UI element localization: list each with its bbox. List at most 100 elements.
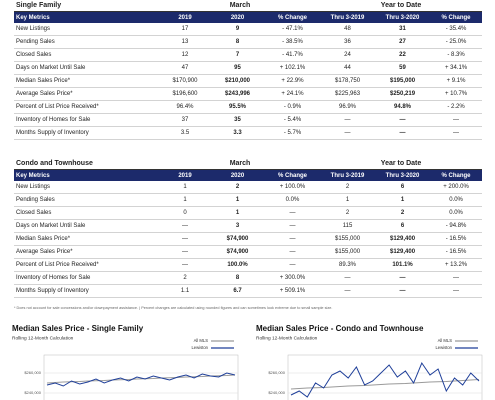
- cell: 37: [160, 113, 210, 127]
- cell: + 34.1%: [430, 61, 483, 75]
- chart: Median Sales Price - Condo and Townhouse…: [256, 324, 483, 400]
- cell: 44: [320, 61, 376, 75]
- cell: —: [375, 284, 431, 298]
- column-header: Key Metrics: [14, 11, 160, 23]
- y-tick-label: $260,000: [268, 370, 285, 375]
- cell: 1: [210, 206, 265, 220]
- metric-row: Median Sales Price* — $74,900— $155,000 $129…: [14, 232, 483, 246]
- metric-row: Months Supply of Inventory 3.5 3.3- 5.7% — —…: [14, 126, 483, 140]
- period-header: March: [160, 0, 321, 12]
- cell: 0.0%: [430, 193, 483, 207]
- condo-table: Condo and Townhouse March Year to Date Key …: [14, 157, 483, 298]
- cell: 3.3: [210, 126, 265, 140]
- cell: 1: [160, 181, 210, 194]
- cell: + 100.0%: [265, 181, 321, 194]
- metric-row: New Listings 1 2 + 100.0% 2 6 + 200.0%: [14, 181, 483, 194]
- cell: 13: [160, 35, 210, 49]
- metric-name: Median Sales Price*: [14, 232, 160, 246]
- cell: 95: [210, 61, 265, 75]
- metric-row: Closed Sales 0 1—2 2 0.0%: [14, 206, 483, 220]
- cell: - 94.8%: [430, 219, 483, 233]
- cell: 96.4%: [160, 100, 210, 114]
- cell: 0.0%: [430, 206, 483, 220]
- column-header: 2020: [210, 11, 265, 23]
- metric-row: Days on Market Until Sale —3—115 6- 94.8%: [14, 219, 483, 233]
- cell: 2: [375, 206, 431, 220]
- cell: 100.0%: [210, 258, 265, 272]
- column-header: Thru 3-2019: [320, 169, 376, 181]
- cell: - 41.7%: [265, 48, 321, 62]
- cell: 89.3%: [320, 258, 376, 272]
- cell: - 35.4%: [430, 23, 483, 36]
- cell: $129,400: [375, 232, 431, 246]
- cell: $155,000: [320, 232, 376, 246]
- cell: 7: [210, 48, 265, 62]
- metric-row: Average Sales Price* $196,600 $243,996 + 24…: [14, 87, 483, 101]
- y-tick-label: $240,000: [24, 390, 41, 395]
- cell: 24: [320, 48, 376, 62]
- cell: $196,600: [160, 87, 210, 101]
- cell: + 13.2%: [430, 258, 483, 272]
- column-header: % Change: [430, 11, 483, 23]
- cell: —: [265, 219, 321, 233]
- plot-frame: [287, 354, 483, 400]
- chart-subtitle: Rolling 12-Month Calculation: [12, 335, 74, 341]
- cell: 6: [375, 219, 431, 233]
- cell: 8: [210, 35, 265, 49]
- metric-name: Days on Market Until Sale: [14, 61, 160, 75]
- cell: 35: [210, 113, 265, 127]
- cell: 48: [320, 23, 376, 36]
- column-header: 2019: [160, 169, 210, 181]
- cell: $178,750: [320, 74, 376, 88]
- cell: 1: [160, 193, 210, 207]
- cell: —: [430, 271, 483, 285]
- cell: + 10.7%: [430, 87, 483, 101]
- cell: 2: [320, 206, 376, 220]
- series-line: [290, 361, 480, 398]
- title-row: Condo and Townhouse March Year to Date: [14, 157, 483, 170]
- metric-name: Pending Sales: [14, 193, 160, 207]
- cell: 17: [160, 23, 210, 36]
- chart-title: Median Sales Price - Single Family: [12, 324, 144, 333]
- cell: —: [320, 284, 376, 298]
- legend-label: Lewiston: [435, 345, 452, 350]
- cell: 8: [210, 271, 265, 285]
- cell: + 200.0%: [430, 181, 483, 194]
- header-row: Key Metrics 2019 2020% Change Thru 3-2019 Th…: [14, 11, 483, 23]
- series-line: [46, 374, 236, 384]
- cell: - 5.4%: [265, 113, 321, 127]
- chart-title: Median Sales Price - Condo and Townhouse: [256, 324, 424, 333]
- metric-name: Days on Market Until Sale: [14, 219, 160, 233]
- cell: 31: [375, 23, 431, 36]
- metric-name: Months Supply of Inventory: [14, 126, 160, 140]
- cell: —: [375, 271, 431, 285]
- cell: 95.5%: [210, 100, 265, 114]
- cell: + 300.0%: [265, 271, 321, 285]
- metric-name: Closed Sales: [14, 48, 160, 62]
- cell: 94.8%: [375, 100, 431, 114]
- cell: 1: [375, 193, 431, 207]
- cell: $210,000: [210, 74, 265, 88]
- cell: —: [160, 258, 210, 272]
- cell: 115: [320, 219, 376, 233]
- column-header: 2019: [160, 11, 210, 23]
- cell: —: [430, 113, 483, 127]
- metric-name: Closed Sales: [14, 206, 160, 220]
- cell: - 2.2%: [430, 100, 483, 114]
- y-tick-label: $260,000: [24, 370, 41, 375]
- metric-name: Percent of List Price Received*: [14, 100, 160, 114]
- metric-row: Pending Sales 13 8- 38.5% 36 27- 25.0%: [14, 35, 483, 49]
- metric-row: Inventory of Homes for Sale 37 35- 5.4% — — —: [14, 113, 483, 127]
- cell: + 9.1%: [430, 74, 483, 88]
- metric-name: Percent of List Price Received*: [14, 258, 160, 272]
- series-line: [46, 372, 236, 387]
- section-title: Single Family: [14, 0, 160, 12]
- cell: 0: [160, 206, 210, 220]
- cell: 9: [210, 23, 265, 36]
- cell: —: [375, 126, 431, 140]
- cell: —: [320, 126, 376, 140]
- header-row: Key Metrics 2019 2020% Change Thru 3-2019 Th…: [14, 169, 483, 181]
- cell: 59: [375, 61, 431, 75]
- column-header: % Change: [430, 169, 483, 181]
- cell: 2: [320, 181, 376, 194]
